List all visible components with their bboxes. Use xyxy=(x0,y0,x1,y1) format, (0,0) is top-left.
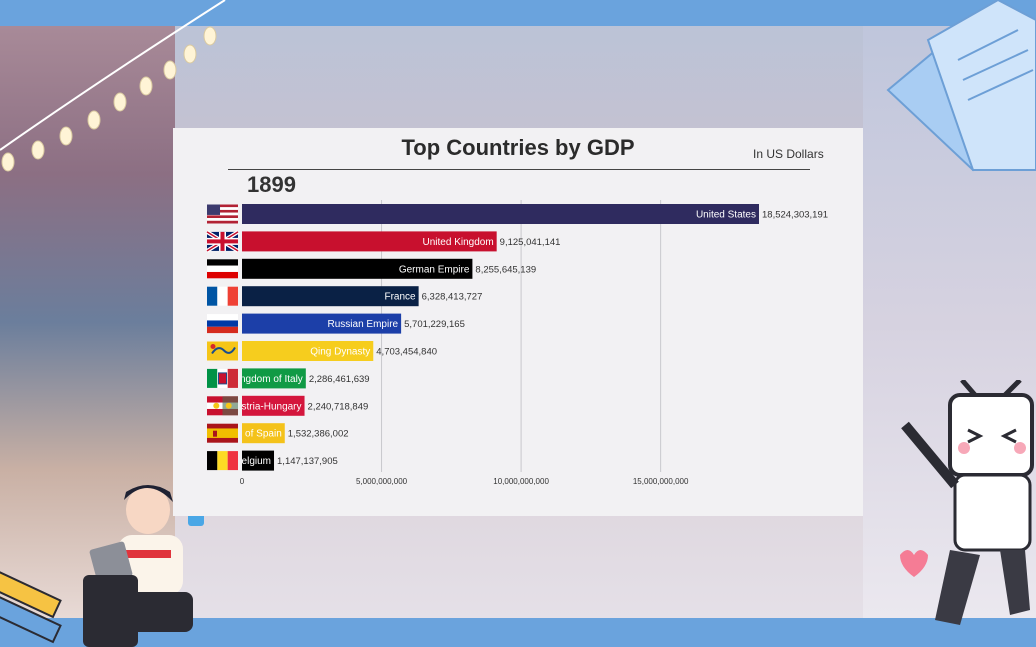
flag-us-icon xyxy=(207,204,238,224)
string-lights-decoration xyxy=(0,0,226,172)
chart-units-label: In US Dollars xyxy=(753,147,824,161)
bar xyxy=(242,258,473,279)
bar-value-label: 2,286,461,639 xyxy=(309,374,370,385)
bar xyxy=(242,341,374,361)
bar-value-label: 6,328,413,727 xyxy=(422,292,483,303)
bar-name-label: Qing Dynasty xyxy=(310,347,370,358)
bar-name-label: United States xyxy=(696,210,756,221)
bar-value-label: 2,240,718,849 xyxy=(308,401,369,412)
boy-character-decoration xyxy=(83,485,204,647)
bar-name-label: Russian Empire xyxy=(328,319,399,330)
bar-name-label: France xyxy=(384,292,416,303)
title-underline xyxy=(228,169,810,170)
bar xyxy=(242,313,402,334)
flag-de-icon xyxy=(207,259,238,279)
bar-name-label: United Kingdom xyxy=(423,237,494,248)
bar-value-label: 18,524,303,191 xyxy=(762,210,828,221)
flag-gb-icon xyxy=(205,230,240,253)
bar-value-label: 8,255,645,139 xyxy=(475,264,536,275)
bar-value-label: 1,147,137,905 xyxy=(277,456,338,467)
stacked-books-decoration xyxy=(0,569,62,644)
bar xyxy=(242,395,305,416)
bar-name-label: Belgium xyxy=(235,456,271,467)
flag-ru-icon xyxy=(207,314,238,334)
bar xyxy=(242,423,285,444)
flag-it-icon xyxy=(207,368,238,388)
bar xyxy=(242,286,419,307)
bar xyxy=(242,204,759,224)
bar-name-label: German Empire xyxy=(399,264,470,275)
bar-value-label: 4,703,454,840 xyxy=(376,347,437,358)
flag-es-icon xyxy=(207,423,238,443)
bar xyxy=(242,450,275,471)
tv-head-character-decoration xyxy=(900,380,1034,625)
bar-value-label: 1,532,386,002 xyxy=(288,429,349,440)
x-tick-label: 5,000,000,000 xyxy=(356,477,408,486)
bar-name-label: Kingdom of Italy xyxy=(231,374,303,385)
bar xyxy=(242,231,497,252)
bar-name-label: Kingdom of Spain xyxy=(203,429,282,440)
open-book-decoration xyxy=(886,0,1036,172)
x-tick-label: 0 xyxy=(240,477,245,486)
bar-name-label: Austria-Hungary xyxy=(229,401,301,412)
bar xyxy=(242,368,306,389)
bar-value-label: 9,125,041,141 xyxy=(500,237,561,248)
year-label: 1899 xyxy=(247,172,296,197)
flag-qing-icon xyxy=(207,341,238,361)
x-tick-label: 10,000,000,000 xyxy=(493,477,549,486)
bar-value-label: 5,701,229,165 xyxy=(404,319,465,330)
flag-fr-icon xyxy=(207,286,238,306)
flag-be-icon xyxy=(207,451,238,471)
chart-title: Top Countries by GDP xyxy=(401,135,635,160)
flag-ah-icon xyxy=(207,396,238,416)
x-tick-label: 15,000,000,000 xyxy=(633,477,689,486)
top-frame-band xyxy=(0,0,1036,26)
